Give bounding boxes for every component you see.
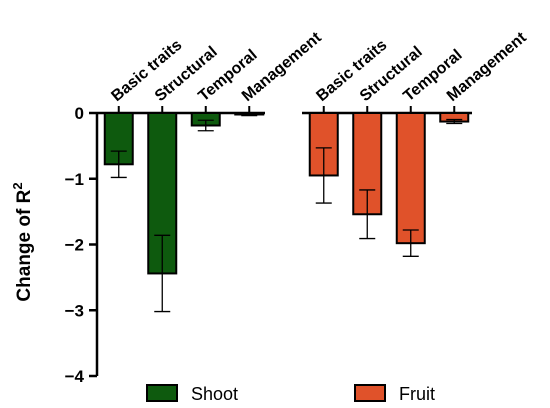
legend-swatch bbox=[354, 384, 386, 402]
y-axis-title-superscript: 2 bbox=[10, 182, 25, 189]
y-tick-label: −1 bbox=[65, 170, 84, 189]
legend: Shoot Fruit bbox=[146, 384, 435, 404]
category-label: Management bbox=[239, 29, 325, 105]
error-bars-layer bbox=[110, 112, 463, 313]
category-labels-layer: Basic traitsStructuralTemporalManagement… bbox=[108, 29, 530, 105]
legend-label: Fruit bbox=[399, 384, 435, 404]
y-tick-label: −2 bbox=[65, 236, 84, 255]
y-axis-title: Change of R2 bbox=[10, 182, 35, 301]
y-axis-title-group: Change of R2 bbox=[10, 182, 35, 301]
legend-item: Fruit bbox=[354, 384, 435, 404]
bar bbox=[395, 112, 426, 245]
x-axis-baselines bbox=[97, 106, 472, 115]
category-label: Management bbox=[444, 29, 530, 105]
legend-swatch bbox=[146, 384, 178, 402]
y-axis-title-text: Change of R bbox=[14, 189, 35, 301]
bars-layer bbox=[103, 112, 470, 275]
y-tick-label: −4 bbox=[65, 367, 85, 386]
legend-item: Shoot bbox=[146, 384, 238, 404]
y-tick-label: 0 bbox=[75, 104, 84, 123]
y-tick-label: −3 bbox=[65, 301, 84, 320]
y-axis: 0 −1 −2 −3 −4 bbox=[65, 104, 99, 386]
legend-label: Shoot bbox=[191, 384, 238, 404]
